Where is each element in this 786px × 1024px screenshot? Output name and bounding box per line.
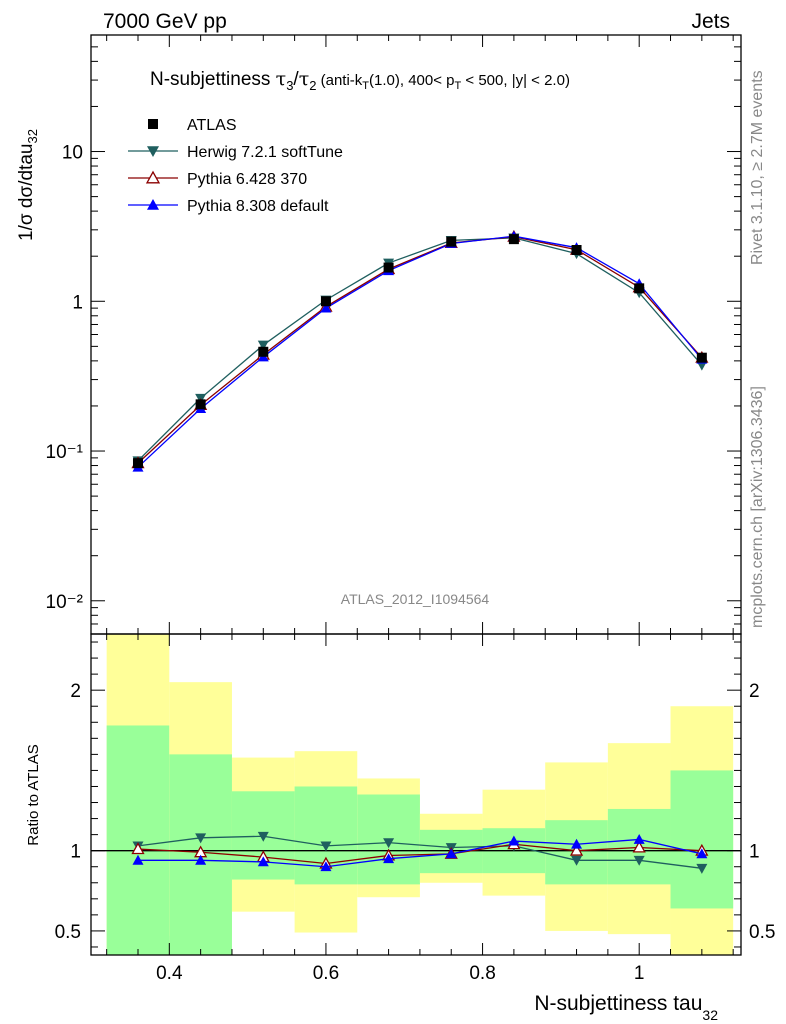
ratio-point <box>569 843 584 856</box>
ratio-point <box>132 854 144 865</box>
series-line <box>137 237 703 462</box>
legend-entry: ATLAS <box>148 117 237 134</box>
x-tick-label: 0.8 <box>469 963 495 984</box>
title-sub2: 2 <box>309 78 316 93</box>
title-paren3: < 500, |y| < 2.0) <box>461 72 570 89</box>
ratio-series-2 <box>132 833 708 872</box>
title-tau3: τ <box>276 68 287 90</box>
ratio-point <box>257 831 269 842</box>
legend-marker <box>147 146 159 157</box>
ratio-y-tick-label-right: 2 <box>749 681 760 702</box>
data-point <box>696 352 707 363</box>
ratio-frame <box>90 633 742 956</box>
ratio-point <box>257 856 269 867</box>
data-point <box>320 296 331 307</box>
header-right: Jets <box>691 10 730 33</box>
legend-marker <box>147 199 159 210</box>
data-point <box>383 262 394 273</box>
ratio-point <box>131 842 145 855</box>
ratio-y-tick-label: 2 <box>70 681 81 702</box>
title-paren2: (1.0), 400< p <box>369 72 454 89</box>
y-tick-label: 1 <box>72 292 83 313</box>
data-point <box>508 234 519 245</box>
ratio-point <box>633 855 645 866</box>
ratio-y-tick-label: 0.5 <box>55 922 81 943</box>
mcplots-label: mcplots.cern.ch [arXiv:1306.3436] <box>749 386 766 628</box>
data-point <box>320 302 332 313</box>
data-point <box>571 245 582 256</box>
series-2 <box>131 229 709 469</box>
series-line <box>137 235 703 468</box>
x-tick-label: 0.4 <box>156 963 183 984</box>
title-subT2: T <box>455 80 462 92</box>
data-point <box>258 346 269 357</box>
x-tick-label: 0.6 <box>313 963 339 984</box>
xlabel-sub: 32 <box>702 1007 718 1023</box>
title-sub3: 3 <box>286 78 293 93</box>
ratio-y-tick-label-right: 0.5 <box>749 922 775 943</box>
legend-label: ATLAS <box>187 117 237 134</box>
x-tick-label: 1 <box>634 963 645 984</box>
ratio-point <box>195 854 207 865</box>
main-title: N-subjettiness τ3/τ2 (anti-kT(1.0), 400<… <box>150 68 570 93</box>
ratio-point <box>383 838 395 849</box>
ylabel-main: 1/σ dσ/dtau32 <box>16 129 40 241</box>
data-point <box>446 236 457 247</box>
data-point <box>195 399 206 410</box>
header-left: 7000 GeV pp <box>103 10 227 33</box>
legend-marker <box>148 119 158 129</box>
ratio-point <box>445 848 457 859</box>
ratio-y-tick-label-right: 1 <box>749 842 760 863</box>
legend-entry: Pythia 6.428 370 <box>128 170 307 188</box>
data-point <box>634 283 645 294</box>
ratio-point <box>632 840 646 853</box>
data-point <box>257 340 269 351</box>
analysis-id: ATLAS_2012_I1094564 <box>341 591 490 607</box>
legend-entry: Pythia 8.308 default <box>128 198 329 215</box>
ratio-point <box>696 863 708 874</box>
ratio-line <box>137 838 702 868</box>
ratio-series-0 <box>132 831 708 874</box>
ratio-point <box>571 855 583 866</box>
ratio-point <box>320 841 332 852</box>
band-inner-bin <box>670 770 734 909</box>
y-tick-label: 10⁻¹ <box>46 442 84 463</box>
data-point <box>132 458 143 469</box>
series-3 <box>132 230 708 472</box>
legend-marker <box>145 170 161 184</box>
series-0 <box>132 234 707 469</box>
ratio-point <box>633 833 645 844</box>
rivet-label: Rivet 3.1.10, ≥ 2.7M events <box>749 70 766 265</box>
ratio-point <box>195 833 207 844</box>
title-lead: N-subjettiness <box>150 69 276 90</box>
ratio-line <box>137 835 702 869</box>
ratio-point <box>508 835 520 846</box>
title-subT: T <box>362 80 369 92</box>
legend-label: Herwig 7.2.1 softTune <box>187 144 343 161</box>
ratio-point <box>383 853 395 864</box>
title-tau2: τ <box>299 68 310 90</box>
series-1 <box>132 233 708 467</box>
ratio-point <box>696 848 708 859</box>
ratio-y-tick-label: 1 <box>70 842 81 863</box>
legend-label: Pythia 6.428 370 <box>187 171 307 188</box>
ratio-point <box>571 838 583 849</box>
y-tick-label: 10⁻² <box>46 592 84 613</box>
xlabel-text: N-subjettiness tau <box>534 992 702 1015</box>
legend-entry: Herwig 7.2.1 softTune <box>128 144 343 161</box>
band-inner-bin <box>106 725 170 955</box>
series-line <box>137 236 703 464</box>
ratio-line <box>137 843 702 865</box>
title-slash: / <box>293 69 299 90</box>
ratio-point <box>320 861 332 872</box>
ylabel-main-text: 1/σ dσ/dtau <box>16 144 37 241</box>
xlabel: N-subjettiness tau32 <box>534 992 718 1023</box>
legend-label: Pythia 8.308 default <box>187 198 329 215</box>
y-tick-label: 10 <box>62 143 83 164</box>
ylabel-main-sub: 32 <box>25 129 40 143</box>
title-paren1: (anti-k <box>316 72 362 89</box>
ylabel-ratio: Ratio to ATLAS <box>25 744 42 845</box>
